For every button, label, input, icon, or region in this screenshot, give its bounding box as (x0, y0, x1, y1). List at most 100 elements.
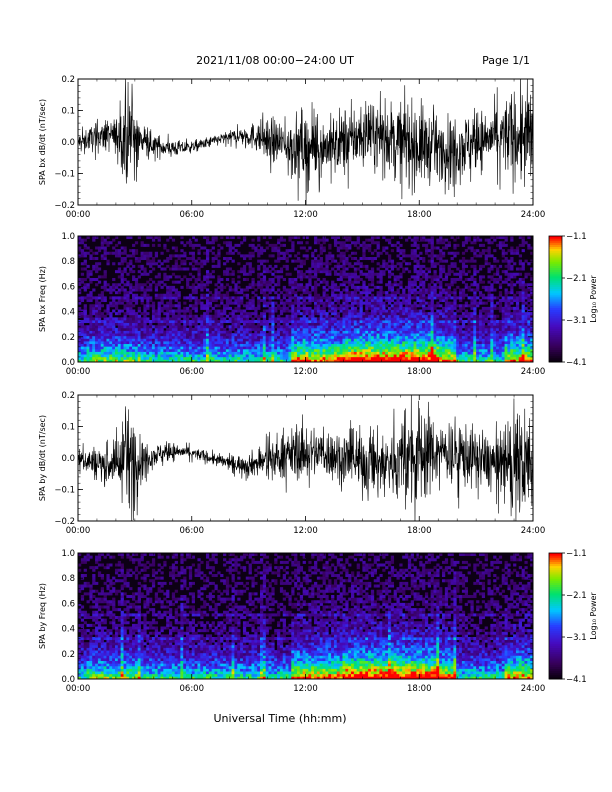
spectrogram-cell (132, 325, 136, 329)
spectrogram-cell (467, 312, 471, 316)
spectrogram-cell (413, 249, 417, 253)
spectrogram-cell (308, 314, 312, 318)
spectrogram-cell (200, 296, 204, 300)
spectrogram-cell (129, 301, 133, 305)
spectrogram-cell (146, 272, 150, 276)
spectrogram-cell (157, 236, 161, 240)
spectrogram-cell (356, 288, 360, 292)
spectrogram-cell (356, 296, 360, 300)
spectrogram-cell (339, 327, 343, 331)
spectrogram-cell (282, 333, 286, 337)
spectrogram-cell (294, 301, 298, 305)
spectrogram-cell (140, 251, 144, 255)
spectrogram-cell (333, 333, 338, 337)
spectrogram-cell (319, 264, 323, 268)
spectrogram-cell (345, 325, 349, 329)
spectrogram-cell (470, 346, 474, 350)
spectrogram-cell (217, 338, 221, 342)
spectrogram-cell (237, 325, 241, 329)
spectrogram-cell (214, 320, 218, 324)
spectrogram-cell (109, 288, 113, 292)
spectrogram-cell (299, 275, 304, 279)
spectrogram-cell (405, 317, 409, 321)
spectrogram-cell (86, 236, 90, 240)
spectrogram-cell (240, 343, 244, 347)
spectrogram-cell (166, 309, 170, 313)
spectrogram-cell (240, 335, 244, 339)
spectrogram-cell (277, 348, 281, 352)
spectrogram-cell (97, 320, 102, 324)
spectrogram-cell (424, 327, 429, 331)
spectrogram-cell (223, 241, 227, 245)
spectrogram-cell (416, 314, 420, 318)
spectrogram-cell (157, 280, 161, 284)
spectrogram-cell (197, 320, 201, 324)
spectrogram-cell (424, 275, 429, 279)
spectrogram-cell (314, 341, 318, 345)
spectrogram-cell (470, 359, 474, 362)
spectrogram-cell (331, 236, 335, 240)
y-tick-label: 0.0 (61, 138, 75, 148)
spectrogram-cell (194, 333, 198, 337)
spectrogram-cell (291, 348, 295, 352)
spectrogram-cell (450, 291, 454, 295)
spectrogram-cell (456, 314, 460, 318)
spectrogram-cell (151, 351, 156, 355)
spectrogram-cell (95, 320, 99, 324)
spectrogram-cell (163, 283, 167, 287)
spectrogram-cell (271, 301, 275, 305)
spectrogram-cell (481, 314, 486, 318)
spectrogram-cell (353, 293, 358, 297)
spectrogram-cell (211, 320, 215, 324)
spectrogram-cell (481, 275, 486, 279)
spectrogram-cell (450, 341, 454, 345)
spectrogram-cell (214, 254, 218, 258)
spectrogram-cell (444, 335, 449, 339)
spectrogram-cell (379, 299, 383, 303)
spectrogram-cell (231, 251, 235, 255)
spectrogram-cell (277, 351, 281, 355)
spectrogram-cell (291, 356, 295, 360)
spectrogram-cell (413, 306, 417, 310)
spectrogram-cell (95, 270, 99, 274)
spectrogram-cell (248, 322, 252, 326)
spectrogram-cell (140, 272, 144, 276)
spectrogram-cell (112, 335, 116, 339)
spectrogram-cell (467, 333, 471, 337)
spectrogram-cell (308, 275, 312, 279)
spectrogram-cell (339, 317, 343, 321)
spectrogram-cell (333, 259, 338, 263)
spectrogram-cell (481, 309, 486, 313)
spectrogram-cell (322, 346, 326, 350)
spectrogram-cell (217, 278, 221, 282)
spectrogram-cell (444, 301, 449, 305)
spectrogram-cell (345, 259, 349, 263)
spectrogram-cell (299, 341, 304, 345)
spectrogram-cell (305, 356, 309, 360)
spectrogram-cell (157, 322, 161, 326)
spectrogram-cell (132, 275, 136, 279)
spectrogram-cell (92, 317, 96, 321)
spectrogram-cell (336, 354, 341, 358)
spectrogram-cell (385, 291, 389, 295)
spectrogram-cell (106, 283, 110, 287)
spectrogram-cell (433, 314, 437, 318)
spectrogram-cell (228, 299, 232, 303)
spectrogram-cell (376, 325, 380, 329)
spectrogram-cell (288, 288, 292, 292)
spectrogram-cell (331, 351, 335, 355)
spectrogram-cell (103, 338, 107, 342)
spectrogram-cell (103, 330, 107, 334)
spectrogram-cell (478, 264, 483, 268)
spectrogram-cell (282, 254, 286, 258)
spectrogram-cell (106, 348, 110, 352)
spectrogram-cell (180, 330, 184, 334)
spectrogram-cell (296, 348, 301, 352)
spectrogram-cell (240, 312, 244, 316)
spectrogram-cell (288, 296, 292, 300)
spectrogram-cell (237, 299, 241, 303)
spectrogram-cell (336, 288, 341, 292)
spectrogram-cell (112, 322, 116, 326)
spectrogram-cell (83, 359, 87, 362)
